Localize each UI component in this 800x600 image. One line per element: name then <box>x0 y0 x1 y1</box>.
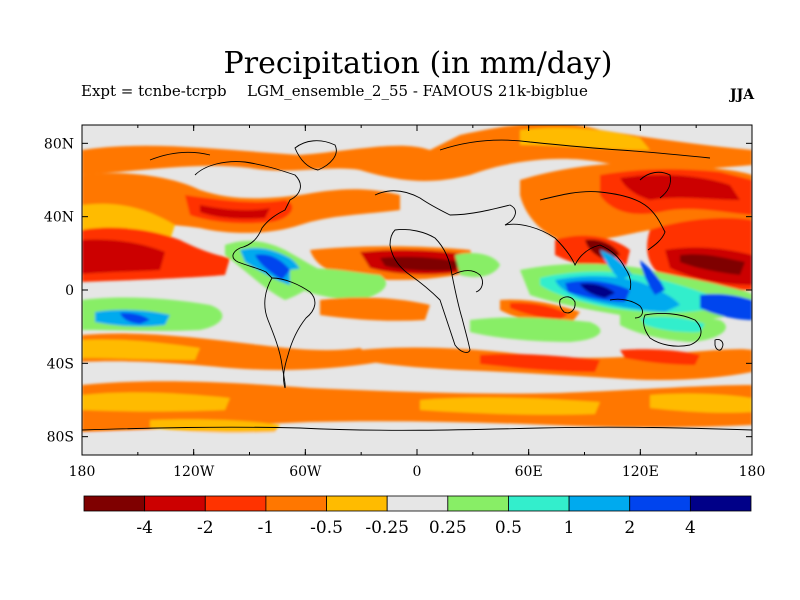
y-tick-label: 80N <box>44 136 74 152</box>
colorbar-swatch <box>689 495 752 512</box>
y-tick-label: 40N <box>44 210 74 226</box>
colorbar-label: -0.5 <box>310 518 343 538</box>
x-tick-label: 180 <box>739 464 766 480</box>
experiment-label: Expt = tcnbe-tcrpb <box>81 82 227 100</box>
x-tick-label: 60W <box>289 464 322 480</box>
colorbar-label: 0.5 <box>495 518 522 538</box>
y-tick-label: 40S <box>47 356 74 372</box>
colorbar-swatch <box>508 495 570 512</box>
precip-anomaly-field <box>82 125 752 455</box>
coastlines <box>82 139 752 431</box>
x-tick-label: 0 <box>413 464 422 480</box>
colorbar-swatch <box>629 495 691 512</box>
x-axis-ticks: 180 120W 60W 0 60E 120E 180 <box>69 125 766 480</box>
colorbar-swatch <box>326 495 388 512</box>
y-tick-label: 80S <box>47 430 74 446</box>
colorbar-swatch <box>144 495 206 512</box>
colorbar-label: 0.25 <box>429 518 467 538</box>
map-title: Precipitation (in mm/day) <box>223 46 613 81</box>
x-tick-label: 180 <box>69 464 96 480</box>
colorbar-label: -4 <box>136 518 153 538</box>
colorbar-swatch <box>386 495 449 512</box>
colorbar-swatch <box>265 495 327 512</box>
colorbar-swatch <box>204 495 267 512</box>
colorbar-label: -1 <box>258 518 275 538</box>
colorbar-label: 2 <box>624 518 635 538</box>
colorbar-label: 4 <box>685 518 696 538</box>
ensemble-label: LGM_ensemble_2_55 - FAMOUS 21k-bigblue <box>247 82 588 100</box>
season-label: JJA <box>730 87 755 103</box>
y-axis-ticks: 80N 40N 0 40S 80S <box>44 136 752 446</box>
colorbar-label: -2 <box>197 518 214 538</box>
colorbar-label: -0.25 <box>365 518 409 538</box>
x-tick-label: 120E <box>622 464 659 480</box>
colorbar-label: 1 <box>564 518 575 538</box>
colorbar-swatch <box>447 495 509 512</box>
x-tick-label: 120W <box>173 464 215 480</box>
colorbar-boxes <box>83 495 752 512</box>
colorbar-labels: -4 -2 -1 -0.5 -0.25 0.25 0.5 1 2 4 <box>136 518 695 538</box>
y-tick-label: 0 <box>65 283 74 299</box>
colorbar-swatch <box>83 495 146 512</box>
x-tick-label: 60E <box>515 464 543 480</box>
colorbar-swatch <box>568 495 631 512</box>
